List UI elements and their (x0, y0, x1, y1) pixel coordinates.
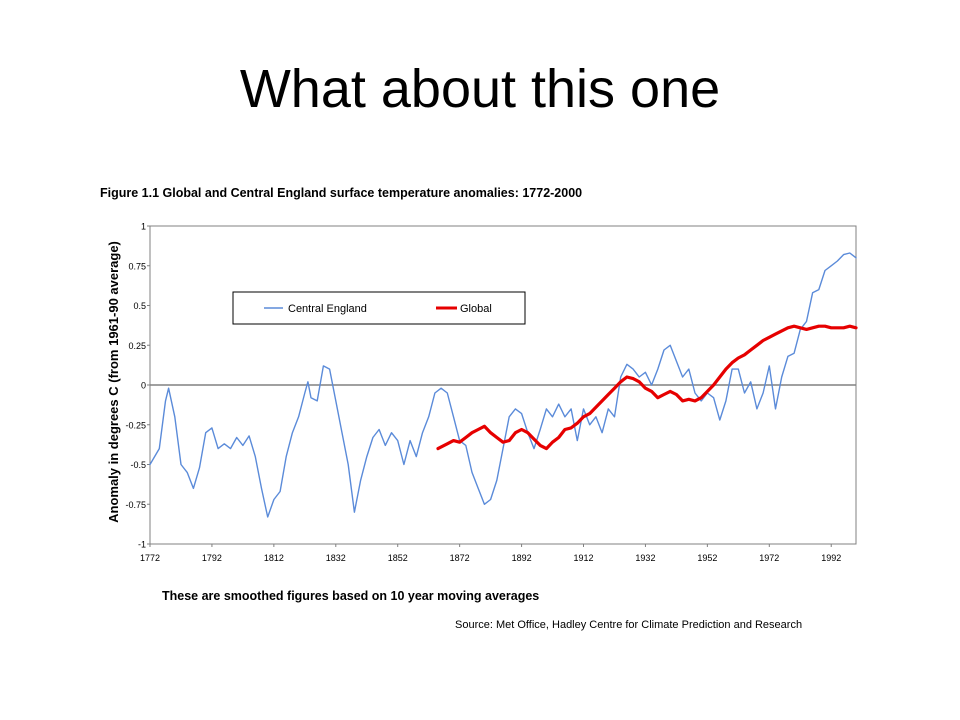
series-line-global (436, 324, 858, 451)
series-line-central-england (149, 252, 857, 518)
y-tick-label: 0.5 (133, 301, 146, 311)
x-tick-labels: 1772 1792 1812 1832 1852 1872 1892 1912 1932 1952… (140, 553, 841, 563)
legend-label-central-england: Central England (288, 303, 367, 315)
series-layer (149, 252, 858, 518)
y-tick-label: -1 (138, 540, 146, 550)
y-tick-label: -0.25 (125, 420, 146, 430)
x-tick-label: 1812 (264, 553, 284, 563)
source-note: Source: Met Office, Hadley Centre for Cl… (455, 619, 802, 631)
x-tick-label: 1772 (140, 553, 160, 563)
x-tick-label: 1932 (635, 553, 655, 563)
tick-marks (147, 225, 832, 547)
y-axis-label: Anomaly in degrees C (from 1961-90 avera… (106, 241, 121, 523)
x-tick-label: 1912 (573, 553, 593, 563)
legend-label-global: Global (460, 303, 492, 315)
x-tick-label: 1972 (759, 553, 779, 563)
x-tick-label: 1872 (450, 553, 470, 563)
slide-title: What about this one (239, 59, 721, 119)
y-tick-label: 0.75 (128, 261, 146, 271)
x-tick-label: 1832 (326, 553, 346, 563)
x-tick-label: 1852 (388, 553, 408, 563)
y-tick-label: -0.75 (125, 500, 146, 510)
x-tick-label: 1952 (697, 553, 717, 563)
x-tick-label: 1992 (821, 553, 841, 563)
footnote: These are smoothed figures based on 10 y… (162, 589, 539, 603)
y-tick-label: 1 (141, 222, 146, 232)
legend: Central England Global (232, 291, 526, 325)
y-tick-label: 0 (141, 381, 146, 391)
y-tick-label: -0.5 (130, 460, 146, 470)
chart-title: Figure 1.1 Global and Central England su… (100, 186, 582, 200)
x-tick-label: 1892 (512, 553, 532, 563)
y-tick-labels: 1 0.75 0.5 0.25 0 -0.25 -0.5 -0.75 -1 (125, 222, 146, 550)
y-tick-label: 0.25 (128, 341, 146, 351)
x-tick-label: 1792 (202, 553, 222, 563)
